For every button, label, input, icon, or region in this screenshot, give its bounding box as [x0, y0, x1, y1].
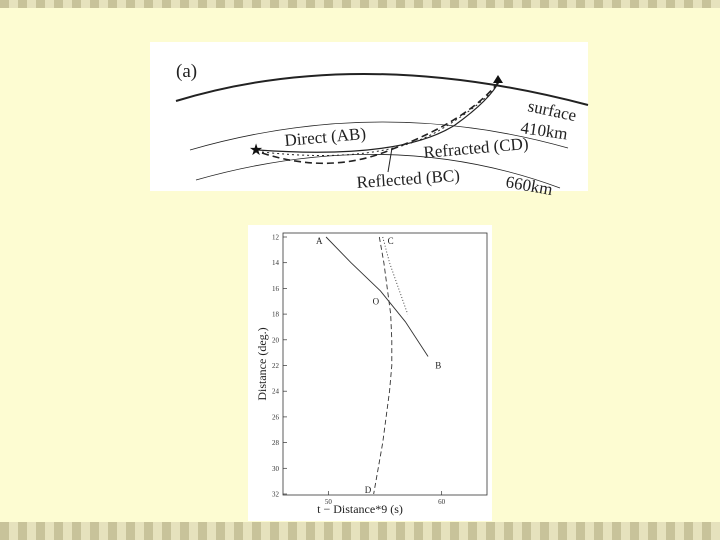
figure-a-diagram — [175, 72, 589, 189]
x-tick-label: 50 — [325, 498, 333, 506]
y-tick-label: 24 — [272, 388, 280, 396]
curve-label: C — [388, 236, 394, 246]
figure-b-panel — [248, 225, 492, 521]
x-axis-label: t − Distance*9 (s) — [317, 502, 403, 516]
refracted-ray — [261, 79, 501, 157]
curve-660 — [195, 153, 561, 189]
travel-time-curve — [325, 236, 429, 357]
curve-label: O — [373, 296, 380, 306]
curve-label: B — [435, 361, 441, 371]
travel-time-curve — [373, 236, 393, 495]
y-tick-label: 14 — [272, 259, 280, 267]
curve-label: D — [365, 485, 372, 495]
bottom-border — [0, 522, 720, 540]
y-tick-label: 28 — [272, 439, 280, 447]
direct-ray — [257, 79, 501, 153]
curve-label: A — [316, 236, 323, 246]
top-border — [0, 0, 720, 8]
station-marker — [493, 75, 503, 83]
y-tick-label: 32 — [272, 491, 280, 499]
x-tick-label: 60 — [438, 498, 446, 506]
pointer-arrow — [387, 147, 393, 173]
source-star: ★ — [249, 142, 263, 159]
surface-curve — [175, 72, 589, 106]
curve-410 — [189, 121, 569, 151]
y-tick-label: 16 — [272, 285, 280, 293]
y-axis-label: Distance (deg.) — [255, 327, 269, 400]
y-tick-label: 12 — [272, 234, 280, 242]
plot-frame — [282, 232, 488, 496]
y-tick-label: 18 — [272, 311, 280, 319]
figure-a-panel — [150, 42, 588, 191]
y-tick-label: 20 — [272, 336, 280, 344]
y-tick-label: 22 — [272, 362, 280, 370]
y-tick-label: 30 — [272, 465, 280, 473]
panel-label: (a) — [176, 61, 197, 82]
y-tick-label: 26 — [272, 413, 280, 421]
